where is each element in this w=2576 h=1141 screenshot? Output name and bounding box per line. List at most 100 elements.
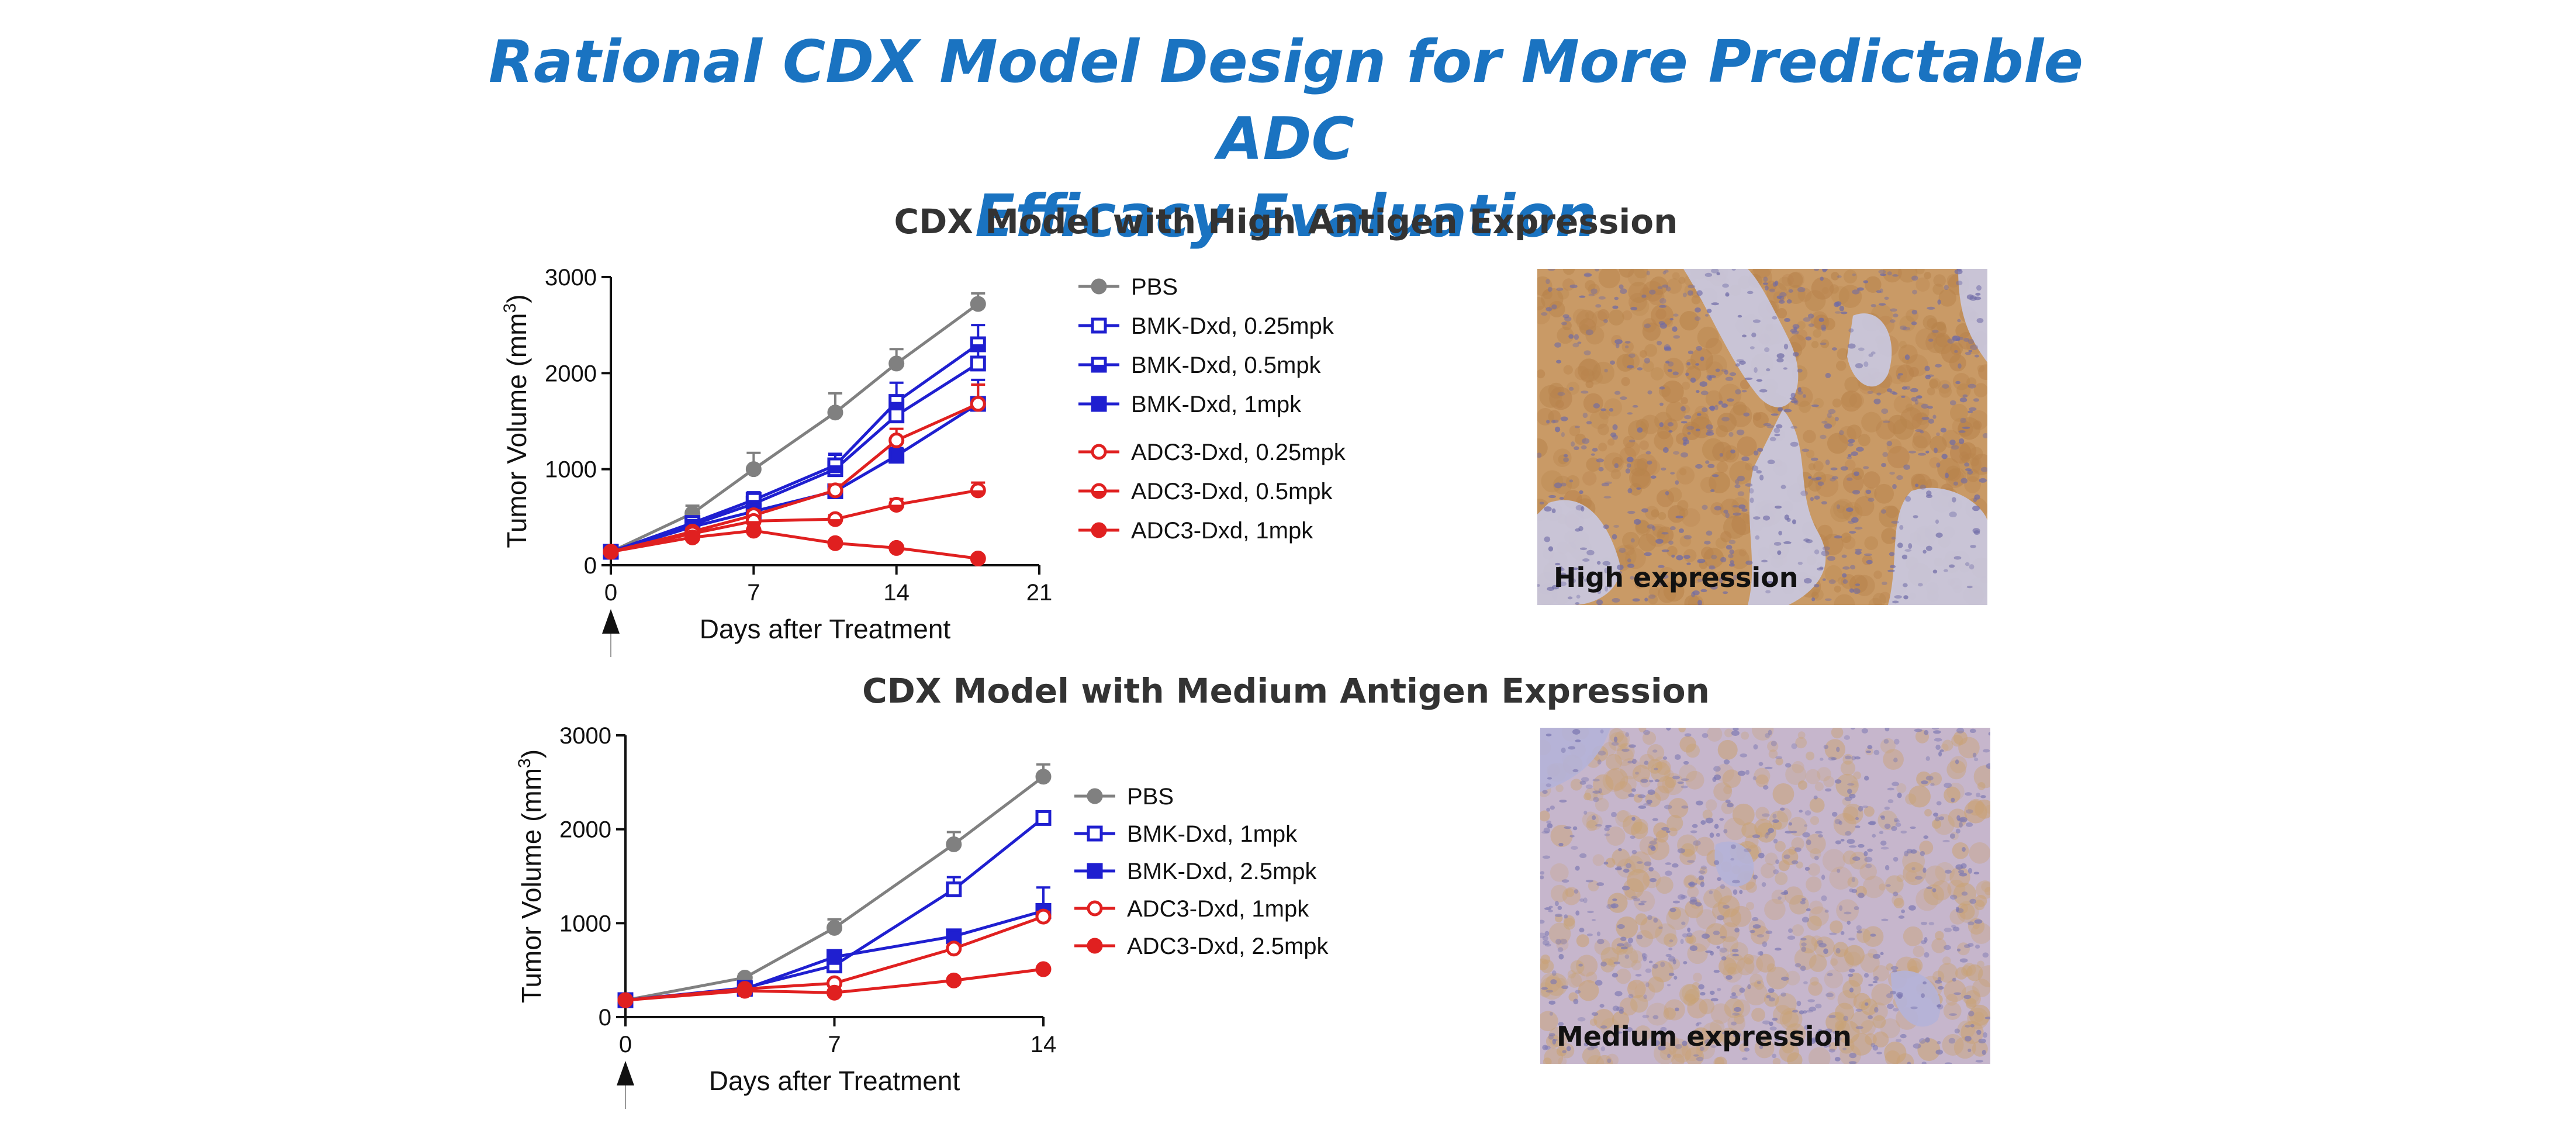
stain-cell-261 [1973,765,1990,789]
stain-cell-13 [1760,863,1776,879]
nucleus-625 [1545,734,1552,737]
nucleus-450 [1700,589,1707,593]
nucleus-71 [1962,394,1968,398]
nucleus-341 [1552,1039,1557,1045]
nucleus-537 [1734,928,1740,933]
nucleus-596 [1973,497,1977,503]
nucleus-242 [1600,408,1606,412]
nucleus-335 [1546,420,1550,424]
nucleus-144 [1779,299,1785,304]
nucleus-458 [1851,755,1856,760]
nucleus-615 [1842,1047,1847,1050]
nucleus-283 [1756,981,1761,984]
stain-cell-280 [1663,1007,1676,1020]
nucleus-328 [1745,483,1753,487]
nucleus-231 [1686,362,1691,366]
nucleus-287 [1547,269,1555,271]
stain-cell-341 [1939,385,1952,398]
nucleus-248 [1665,286,1671,292]
nucleus-186 [1601,482,1610,487]
stain-cell-300 [1913,945,1925,957]
nucleus-261 [1560,572,1567,578]
stain-cell-246 [1607,893,1628,913]
nucleus-471 [1684,733,1692,737]
nucleus-439 [1537,584,1540,587]
nucleus-365 [1880,816,1886,820]
nucleus-256 [1809,1007,1817,1012]
nucleus-272 [1632,759,1637,765]
nucleus-32 [1872,953,1880,959]
nucleus-137 [1571,441,1575,447]
nucleus-184 [1840,839,1845,842]
stain-cell-91 [1630,950,1643,964]
legend-item-bmk-dxd-1mpk-swatch-marker [1087,825,1103,842]
nucleus-604 [1777,550,1782,555]
stain-cell-17 [1599,409,1610,420]
nucleus-631 [1783,854,1790,859]
series-bmk-dxd-0-25mpk [603,343,986,560]
stain-cell-147 [1859,863,1877,880]
nucleus-103 [1757,951,1764,956]
nucleus-70 [1928,338,1934,342]
legend-item-bmk-dxd-1mpk: BMK-Dxd, 1mpk [1074,821,1298,847]
stain-cell-414 [1557,327,1574,344]
nucleus-571 [1647,915,1652,921]
stain-cell-464 [1736,957,1755,976]
nucleus-464 [1954,350,1958,353]
nucleus-399 [1720,556,1727,563]
nucleus-568 [1581,506,1585,512]
nucleus-22 [1864,776,1869,781]
y-tick-label-3000: 3000 [545,265,597,291]
nucleus-303 [1572,769,1579,773]
stain-cell-496 [1837,505,1845,513]
series-adc3-dxd-1mpk [603,523,986,566]
nucleus-421 [1817,940,1824,945]
nucleus-611 [1778,530,1782,535]
nucleus-491 [1616,865,1622,870]
nucleus-378 [1731,949,1739,953]
stain-cell-229 [1705,390,1723,407]
series-adc3-dxd-1mpk-point-1 [684,529,701,545]
nucleus-93 [1846,477,1853,481]
stain-cell-458 [1624,441,1640,457]
nucleus-132 [1612,973,1619,978]
stain-cell-454 [1903,926,1923,946]
nucleus-638 [1700,390,1709,396]
nucleus-347 [1773,838,1778,844]
nucleus-356 [1827,973,1833,977]
nucleus-98 [1965,562,1970,566]
nucleus-23 [1764,766,1773,769]
nucleus-222 [1767,459,1775,465]
nucleus-410 [1900,325,1907,330]
stain-cell-269 [1861,998,1878,1016]
stain-cell-144 [1687,886,1699,898]
y-tick-label-2000: 2000 [545,361,597,386]
y-tick-label-1000: 1000 [545,457,597,483]
legend-item-bmk-dxd-0-5mpk-swatch-marker-half-fill [1092,365,1105,371]
stain-cell-163 [1789,1029,1800,1040]
nucleus-96 [1768,729,1772,735]
nucleus-366 [1910,826,1916,829]
nucleus-149 [1965,1025,1970,1028]
stain-cell-426 [1787,272,1803,288]
stain-cell-472 [1666,815,1683,832]
y-tick-label-3000: 3000 [559,723,611,749]
legend-item-bmk-dxd-1mpk-swatch-marker [1091,396,1107,412]
nucleus-528 [1695,464,1703,469]
nucleus-299 [1831,347,1837,351]
stain-cell-274 [1630,297,1650,316]
nucleus-122 [1555,562,1561,566]
nucleus-527 [1614,296,1619,300]
nucleus-264 [1755,535,1760,540]
nucleus-126 [1692,824,1698,828]
nucleus-373 [1672,775,1681,780]
nucleus-489 [1893,818,1899,822]
nucleus-626 [1585,880,1594,883]
stain-cell-450 [1658,584,1676,603]
nucleus-561 [1710,405,1716,412]
nucleus-573 [1552,1038,1558,1042]
nucleus-110 [1921,403,1929,409]
nucleus-52 [1575,990,1581,994]
stain-cell-253 [1868,597,1883,605]
nucleus-209 [1901,395,1906,398]
